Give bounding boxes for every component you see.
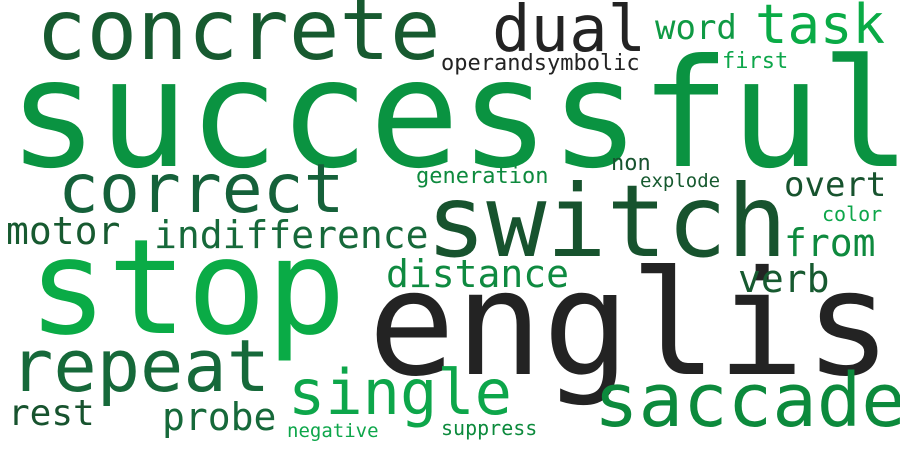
word-verb: verb bbox=[738, 257, 830, 301]
word-explode: explode bbox=[640, 170, 721, 192]
word-english: english bbox=[368, 240, 900, 409]
word-switch: switch bbox=[426, 163, 788, 280]
word-overt: overt bbox=[784, 165, 887, 205]
word-successful: successful bbox=[8, 28, 900, 202]
word-motor: motor bbox=[6, 209, 121, 253]
word-first: first bbox=[722, 49, 789, 74]
word-color: color bbox=[822, 202, 883, 226]
word-saccade: saccade bbox=[594, 358, 900, 444]
word-repeat: repeat bbox=[10, 324, 271, 408]
word-operandsymbolic: operandsymbolic bbox=[441, 51, 640, 76]
word-single: single bbox=[288, 356, 512, 429]
word-distance: distance bbox=[386, 252, 570, 296]
word-probe: probe bbox=[162, 395, 277, 439]
word-word: word bbox=[655, 8, 737, 48]
word-indifference: indifference bbox=[154, 213, 429, 257]
word-concrete: concrete bbox=[36, 0, 441, 79]
word-negative: negative bbox=[287, 420, 379, 442]
word-rest: rest bbox=[8, 393, 95, 434]
word-generation: generation bbox=[416, 164, 549, 189]
word-task: task bbox=[755, 0, 886, 56]
word-dual: dual bbox=[492, 0, 647, 67]
word-from: from bbox=[784, 221, 876, 265]
word-suppress: suppress bbox=[441, 416, 538, 440]
word-stop: stop bbox=[28, 211, 346, 365]
word-non: non bbox=[611, 151, 651, 176]
word-correct: correct bbox=[58, 150, 345, 229]
